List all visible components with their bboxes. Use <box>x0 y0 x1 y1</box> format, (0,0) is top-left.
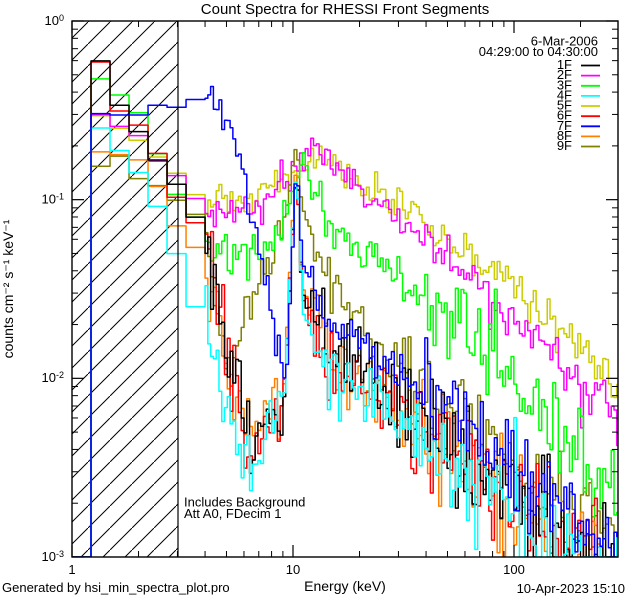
svg-text:10-Apr-2023 15:10: 10-Apr-2023 15:10 <box>517 581 625 596</box>
svg-text:counts cm⁻² s⁻¹ keV⁻¹: counts cm⁻² s⁻¹ keV⁻¹ <box>0 219 16 358</box>
svg-text:Generated by hsi_min_spectra_p: Generated by hsi_min_spectra_plot.pro <box>2 580 230 595</box>
svg-text:1: 1 <box>68 562 75 577</box>
svg-text:Att A0, FDecim 1: Att A0, FDecim 1 <box>184 506 282 521</box>
svg-text:Count Spectra for RHESSI Front: Count Spectra for RHESSI Front Segments <box>201 1 489 18</box>
svg-text:100: 100 <box>503 562 525 577</box>
svg-text:Energy (keV): Energy (keV) <box>304 578 386 594</box>
svg-text:04:29:00 to 04:30:00: 04:29:00 to 04:30:00 <box>479 44 598 59</box>
svg-text:10: 10 <box>286 562 300 577</box>
svg-text:9F: 9F <box>557 138 572 153</box>
